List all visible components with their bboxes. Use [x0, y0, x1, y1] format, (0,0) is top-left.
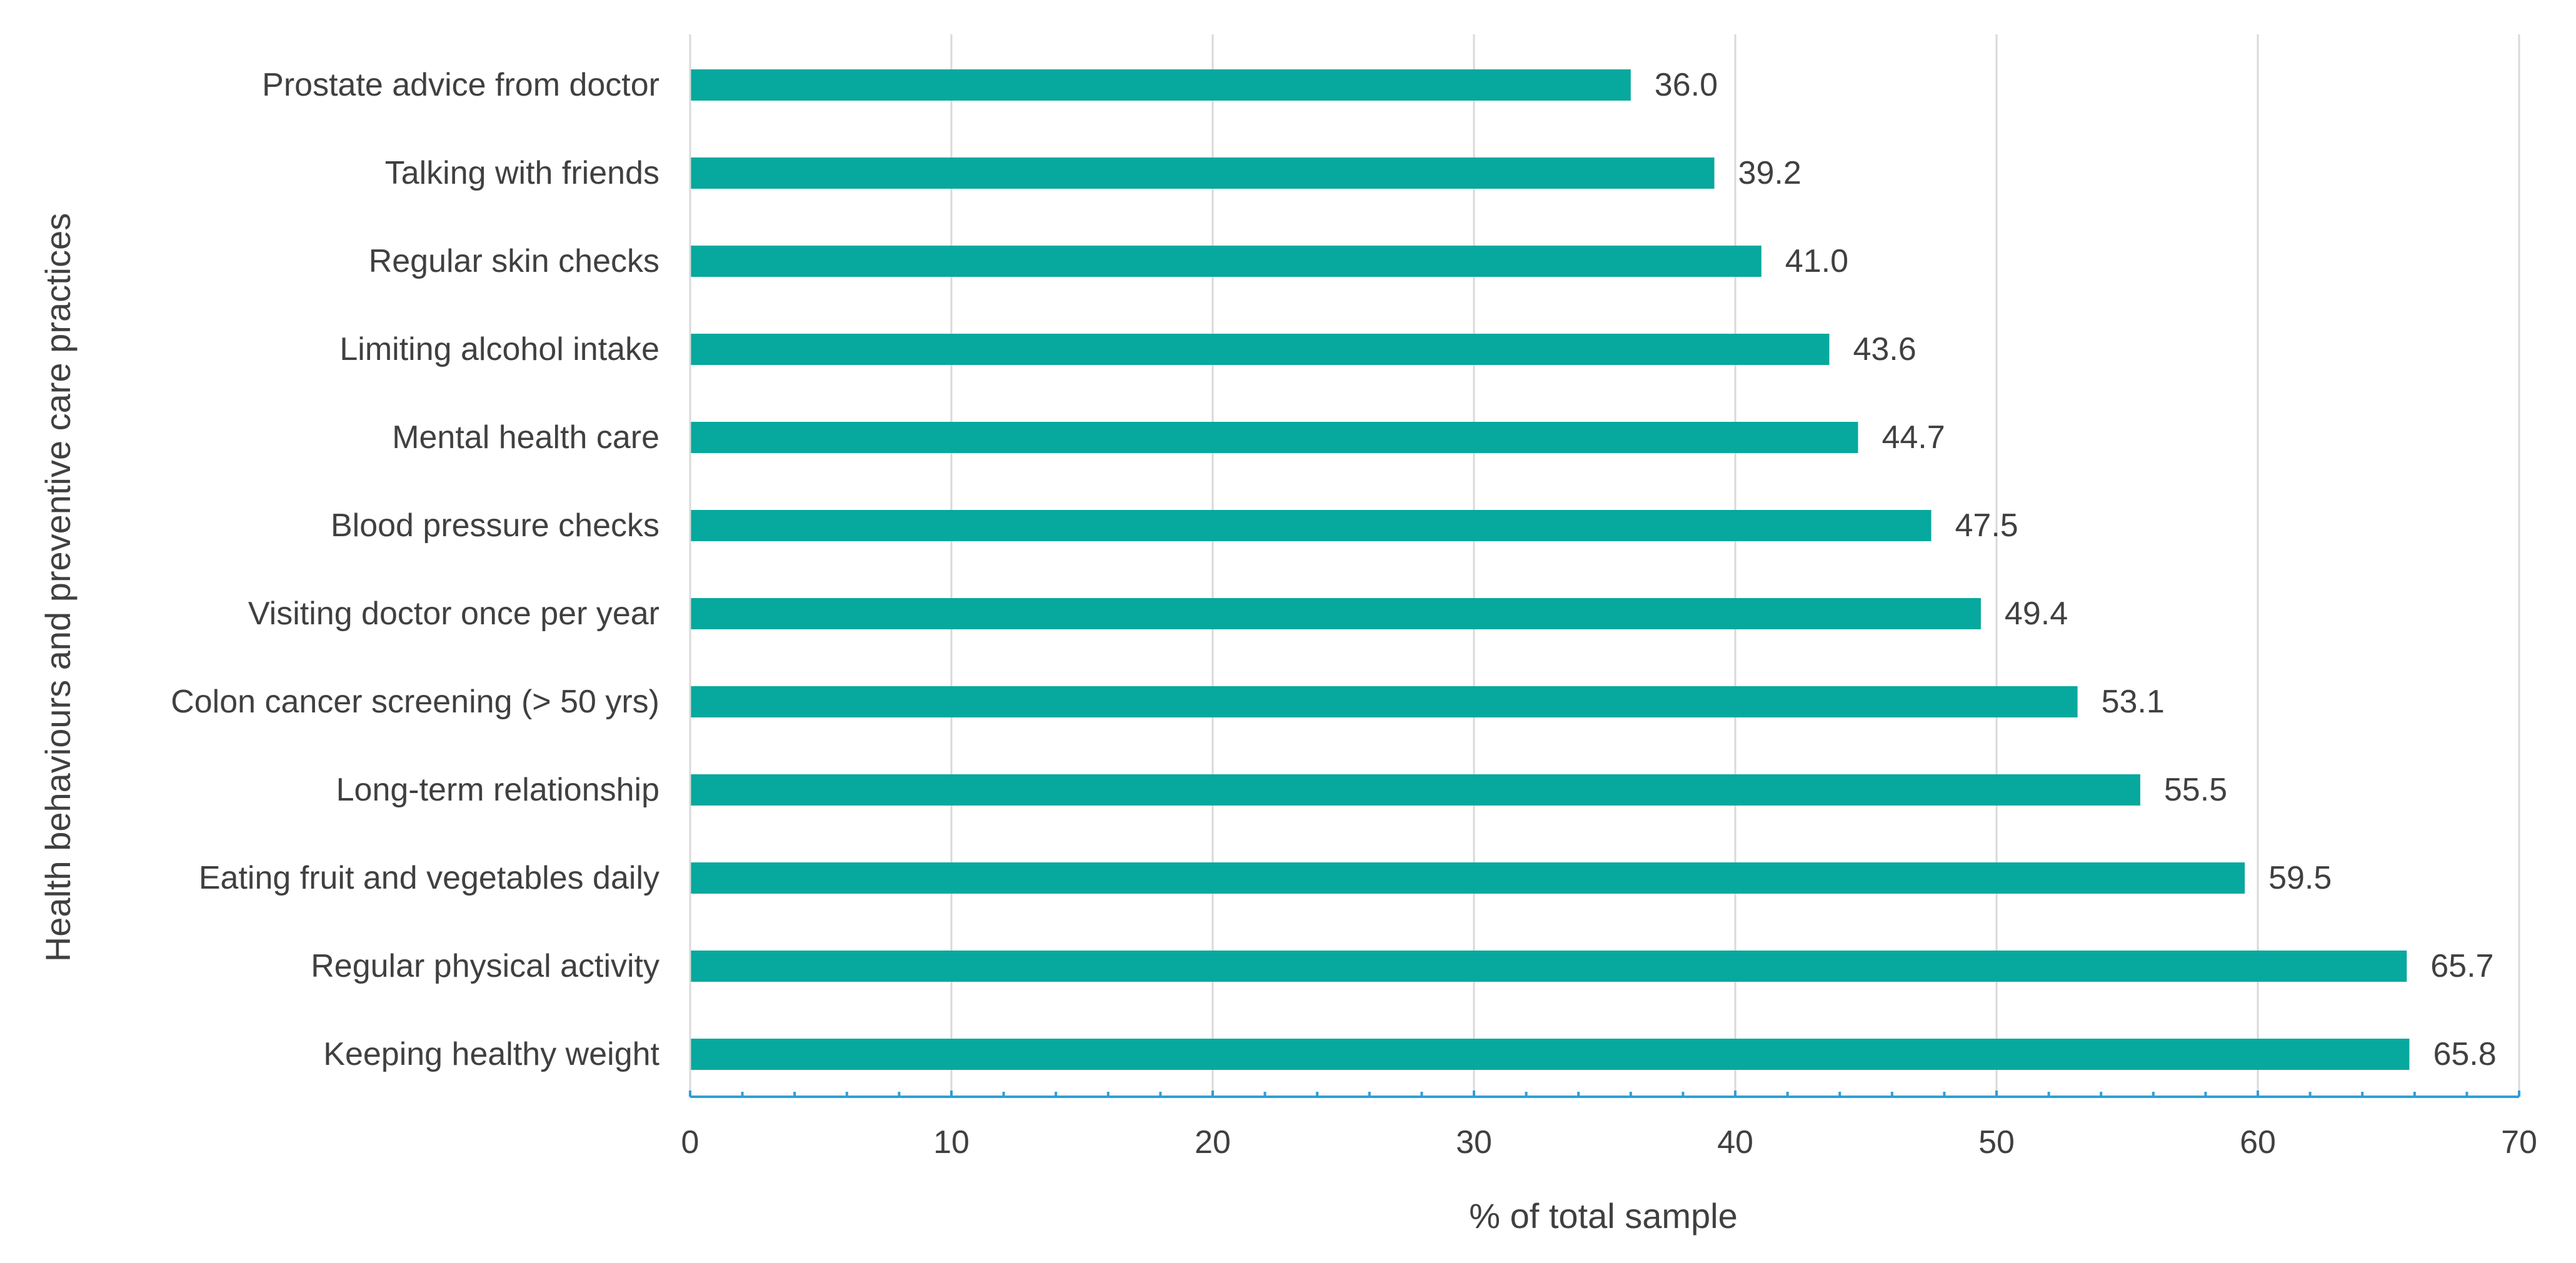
data-label: 65.7 — [2430, 948, 2493, 984]
data-label: 55.5 — [2164, 772, 2227, 808]
category-label: Prostate advice from doctor — [262, 67, 659, 103]
gridlines — [950, 34, 2520, 1097]
x-tick-label: 0 — [681, 1124, 699, 1161]
x-tick-label: 40 — [1717, 1124, 1753, 1161]
x-axis: 0 10 20 30 40 50 60 70 — [681, 34, 2537, 1161]
x-tick-label: 50 — [1978, 1124, 2015, 1161]
data-label: 44.7 — [1882, 419, 1945, 456]
bar — [690, 69, 1631, 101]
x-axis-title: % of total sample — [1469, 1196, 1738, 1236]
bar — [690, 510, 1932, 541]
x-tick-label: 10 — [933, 1124, 970, 1161]
category-label: Regular physical activity — [311, 948, 659, 984]
x-tick-label: 30 — [1456, 1124, 1492, 1161]
bar — [690, 1039, 2410, 1070]
data-label: 59.5 — [2268, 860, 2332, 896]
data-label: 36.0 — [1655, 67, 1718, 103]
category-label: Mental health care — [392, 419, 659, 456]
x-tick-label: 60 — [2240, 1124, 2276, 1161]
category-label: Regular skin checks — [369, 243, 659, 279]
labels: Prostate advice from doctor 36.0 Talking w… — [171, 67, 2496, 1072]
data-label: 47.5 — [1955, 507, 2018, 544]
y-axis-title: Health behaviours and preventive care pr… — [38, 213, 78, 962]
bar — [690, 686, 2078, 717]
bar — [690, 951, 2407, 982]
category-label: Blood pressure checks — [331, 507, 659, 544]
category-label: Limiting alcohol intake — [339, 331, 659, 367]
category-label: Eating fruit and vegetables daily — [199, 860, 659, 896]
category-label: Long-term relationship — [336, 772, 659, 808]
bars — [690, 69, 2410, 1070]
bar — [690, 334, 1830, 365]
data-label: 39.2 — [1738, 155, 1802, 191]
data-label: 43.6 — [1853, 331, 1916, 367]
data-label: 49.4 — [2005, 596, 2068, 632]
bar — [690, 157, 1715, 189]
bar — [690, 774, 2140, 806]
data-label: 65.8 — [2433, 1036, 2496, 1072]
category-label: Talking with friends — [385, 155, 659, 191]
x-tick-label: 70 — [2501, 1124, 2537, 1161]
bar — [690, 598, 1981, 629]
bar — [690, 862, 2245, 894]
x-tick-label: 20 — [1195, 1124, 1231, 1161]
data-label: 53.1 — [2102, 684, 2165, 720]
bar — [690, 246, 1762, 277]
category-label: Keeping healthy weight — [323, 1036, 659, 1072]
category-label: Visiting doctor once per year — [248, 596, 659, 632]
category-label: Colon cancer screening (> 50 yrs) — [171, 684, 659, 720]
bar — [690, 422, 1858, 453]
data-label: 41.0 — [1785, 243, 1848, 279]
